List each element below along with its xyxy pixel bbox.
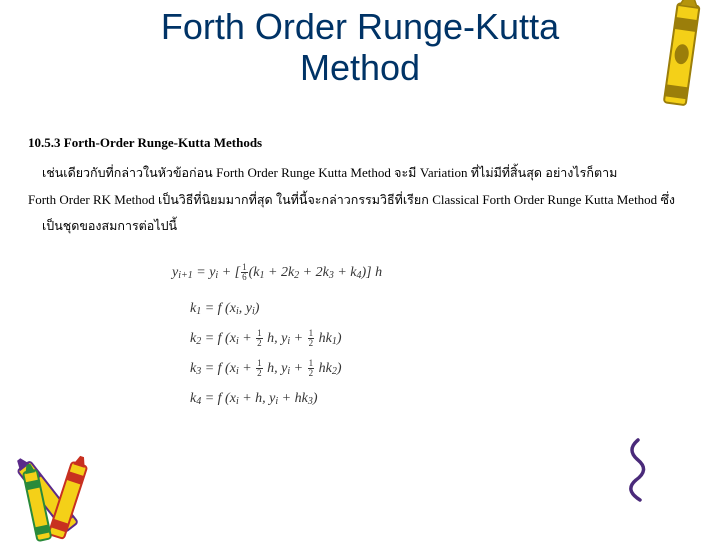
para-text: จะมี bbox=[394, 166, 420, 180]
eq-text: + hk bbox=[278, 391, 308, 406]
para-serif: Variation bbox=[420, 165, 471, 180]
eq-text: ) bbox=[255, 301, 260, 316]
eq-text: (k bbox=[249, 265, 260, 280]
eq-text: + 2k bbox=[299, 265, 329, 280]
eq-text: = f (x bbox=[201, 361, 236, 376]
eq-text: + k bbox=[334, 265, 357, 280]
equation-k1: k1 = f (xi, yi) bbox=[190, 294, 720, 324]
eq-text: + 2k bbox=[265, 265, 295, 280]
title-line-2: Method bbox=[300, 47, 420, 88]
para-text: เช่นเดียวกับที่กล่าวในหัวข้อก่อน bbox=[42, 166, 216, 180]
frac-den: 6 bbox=[241, 273, 248, 282]
para-serif: Forth Order RK Method bbox=[28, 192, 158, 207]
crayon-icon bbox=[642, 0, 718, 124]
eq-text: + [ bbox=[218, 265, 240, 280]
eq-text: = y bbox=[193, 265, 216, 280]
page-title: Forth Order Runge-Kutta Method bbox=[0, 0, 720, 89]
para-text: เป็นชุดของสมการต่อไปนี้ bbox=[42, 219, 177, 233]
title-line-1: Forth Order Runge-Kutta bbox=[161, 6, 559, 47]
eq-text: )] h bbox=[362, 265, 383, 280]
para-serif: Classical Forth Order Runge Kutta Method bbox=[432, 192, 660, 207]
equation-k4: k4 = f (xi + h, yi + hk3) bbox=[190, 384, 720, 414]
eq-text: + bbox=[239, 331, 255, 346]
frac-den: 2 bbox=[308, 339, 315, 348]
para-serif: Forth Order Runge Kutta Method bbox=[216, 165, 394, 180]
eq-text: h, y bbox=[264, 331, 288, 346]
frac-den: 2 bbox=[256, 369, 263, 378]
para-text: เป็นวิธีที่นิยมมากที่สุด ในที่นี้จะกล่าว… bbox=[158, 193, 432, 207]
eq-text: = f (x bbox=[201, 391, 236, 406]
equation-main: yi+1 = yi + [16(k1 + 2k2 + 2k3 + k4)] h bbox=[172, 258, 720, 288]
eq-text: ) bbox=[313, 391, 318, 406]
eq-text: + bbox=[290, 331, 306, 346]
eq-text: ) bbox=[337, 361, 342, 376]
para-text: ซึ่ง bbox=[660, 193, 675, 207]
eq-text: ) bbox=[337, 331, 342, 346]
section-header: 10.5.3 Forth-Order Runge-Kutta Methods bbox=[28, 135, 720, 151]
eq-sub: i+1 bbox=[178, 270, 193, 281]
eq-text: = f (x bbox=[201, 331, 236, 346]
eq-text: h, y bbox=[264, 361, 288, 376]
frac-den: 2 bbox=[308, 369, 315, 378]
eq-text: + bbox=[239, 361, 255, 376]
fraction: 12 bbox=[256, 359, 263, 378]
frac-den: 2 bbox=[256, 339, 263, 348]
crayons-icon bbox=[6, 434, 126, 544]
squiggle-icon bbox=[622, 436, 652, 506]
fraction: 16 bbox=[241, 263, 248, 282]
eq-text: hk bbox=[315, 331, 332, 346]
fraction: 12 bbox=[308, 359, 315, 378]
fraction: 12 bbox=[308, 329, 315, 348]
equation-k3: k3 = f (xi + 12 h, yi + 12 hk2) bbox=[190, 354, 720, 384]
eq-text: + bbox=[290, 361, 306, 376]
body-paragraph: เช่นเดียวกับที่กล่าวในหัวข้อก่อน Forth O… bbox=[42, 159, 710, 240]
para-text: ที่ไม่มีที่สิ้นสุด อย่างไรก็ตาม bbox=[471, 166, 618, 180]
eq-text: = f (x bbox=[201, 301, 236, 316]
eq-text: hk bbox=[315, 361, 332, 376]
equation-k2: k2 = f (xi + 12 h, yi + 12 hk1) bbox=[190, 324, 720, 354]
equations-block: yi+1 = yi + [16(k1 + 2k2 + 2k3 + k4)] h … bbox=[190, 258, 720, 414]
eq-text: , y bbox=[239, 301, 252, 316]
eq-text: + h, y bbox=[239, 391, 276, 406]
fraction: 12 bbox=[256, 329, 263, 348]
